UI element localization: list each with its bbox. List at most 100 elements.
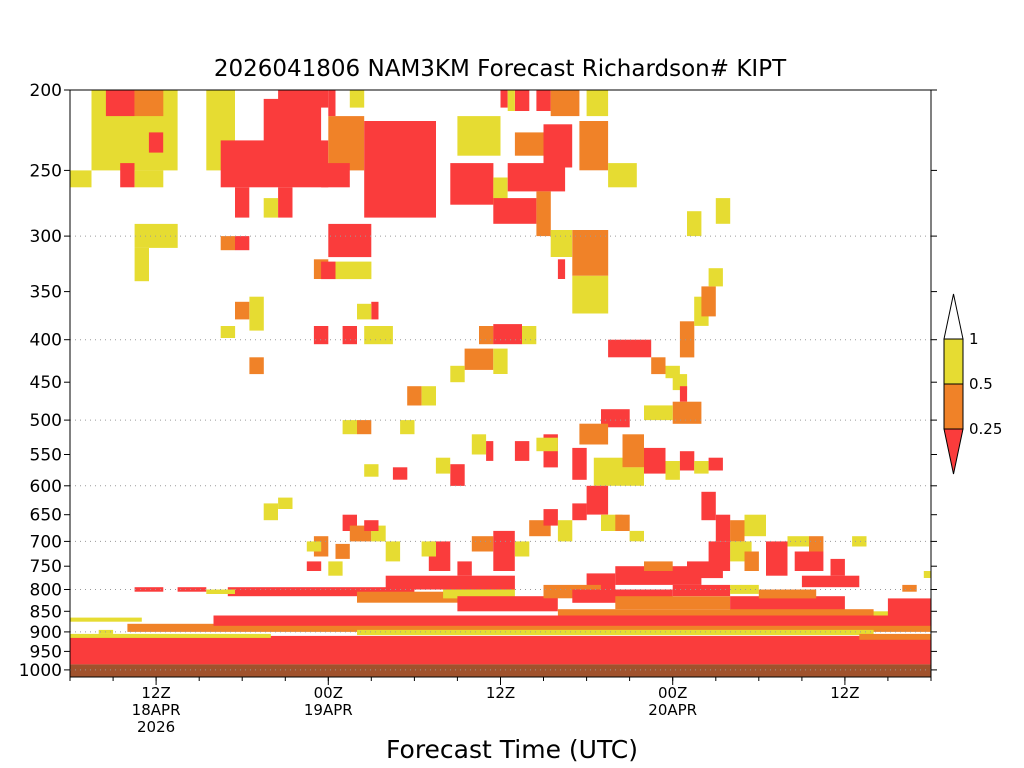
ri-cell-mid — [701, 286, 716, 317]
ri-cell-mid — [328, 116, 365, 171]
ri-cell-mid — [615, 596, 731, 610]
ri-cell-high — [550, 230, 573, 257]
ri-cell-low — [235, 236, 250, 251]
ri-cell-high — [357, 303, 372, 320]
ri-cell-low — [493, 198, 537, 224]
legend-boundary-label: 1 — [969, 330, 979, 348]
legend-boundary-label: 0.5 — [969, 375, 993, 393]
color-legend: 1 0.5 0.25 — [943, 293, 1002, 475]
ri-cell-high — [443, 589, 515, 599]
ri-cell-low — [328, 90, 336, 117]
ri-cell-high — [457, 116, 501, 156]
y-tick-label: 800 — [30, 581, 62, 601]
ri-cell-low — [148, 132, 164, 153]
ri-cell-high — [220, 326, 236, 338]
ri-cell-high — [629, 530, 644, 542]
ri-cell-high — [349, 90, 365, 108]
ri-cell-low — [227, 587, 415, 597]
ri-cell-high — [586, 90, 609, 117]
ri-cell-high — [572, 275, 609, 314]
ri-cell-high — [421, 386, 436, 406]
ground-fill — [70, 664, 931, 677]
ri-cell-mid — [249, 357, 264, 375]
ri-cell-high — [70, 633, 271, 638]
ri-cell-low — [493, 530, 515, 571]
ri-cell-low — [457, 561, 472, 576]
ri-cell-high — [400, 420, 415, 435]
ri-cell-high — [715, 198, 731, 224]
ri-cell-low — [543, 509, 558, 526]
chart-title: 2026041806 NAM3KM Forecast Richardson# K… — [214, 56, 787, 82]
ri-cell-mid — [615, 514, 630, 531]
ri-cell-high — [335, 261, 372, 280]
ri-cell-low — [601, 409, 630, 428]
ri-cell-low — [557, 259, 566, 279]
legend-bin-high — [943, 338, 964, 385]
ri-cell-low — [450, 464, 465, 486]
ri-cell-mid — [335, 543, 350, 559]
ri-cell-mid — [464, 348, 494, 370]
y-tick-label: 550 — [30, 446, 62, 466]
ri-cell-high — [206, 589, 235, 594]
y-tick-label: 400 — [30, 331, 62, 351]
ri-cell-high — [435, 457, 451, 474]
ri-cell-high — [507, 90, 515, 111]
ri-cell-mid — [550, 90, 580, 117]
ri-cell-mid — [479, 326, 494, 345]
ri-cell-low — [701, 491, 716, 521]
ri-cell-high — [342, 420, 357, 435]
ri-cell-high — [421, 541, 436, 557]
ri-cell-low — [385, 575, 515, 590]
ri-cell-high — [608, 163, 637, 188]
ri-cell-mid — [622, 434, 644, 468]
y-tick-label: 300 — [30, 227, 62, 247]
ri-cell-low — [586, 485, 609, 515]
ri-cell-low — [644, 447, 666, 474]
y-tick-label: 200 — [30, 81, 62, 101]
ri-cell-low — [572, 503, 587, 521]
ri-cell-high — [536, 437, 558, 452]
ri-cell-low — [177, 587, 207, 592]
ri-cell-low — [450, 163, 494, 205]
ri-cell-high — [471, 434, 487, 455]
legend-boundary-label: 0.25 — [969, 420, 1002, 438]
x-tick-label: 00Z — [314, 684, 343, 702]
ri-cell-high — [493, 177, 508, 205]
ri-cell-high — [493, 348, 508, 374]
ri-cell-low — [887, 598, 931, 616]
y-tick-label: 950 — [30, 642, 62, 662]
ri-cell-low — [801, 575, 860, 588]
ri-cell-high — [278, 497, 293, 509]
ri-cell-low — [486, 441, 494, 461]
ri-cell-mid — [557, 609, 874, 616]
ri-cell-low — [715, 514, 731, 542]
ri-cell-mid — [536, 191, 551, 237]
ri-cell-low — [672, 584, 731, 597]
y-tick-label: 900 — [30, 623, 62, 643]
ri-cell-high — [263, 198, 278, 218]
ri-cell-high — [593, 457, 623, 486]
y-tick-label: 350 — [30, 283, 62, 303]
ri-cell-high — [730, 584, 759, 594]
ri-cell-mid — [134, 90, 164, 117]
ri-cell-mid — [672, 401, 702, 424]
ri-cell-mid — [235, 301, 250, 320]
ri-cell-low — [321, 163, 350, 188]
ri-cell-low — [679, 386, 688, 402]
ri-cell-mid — [357, 420, 372, 435]
ri-cell-low — [572, 447, 587, 480]
ri-cell-high — [450, 365, 465, 383]
x-tick-label: 20APR — [648, 701, 697, 719]
ri-cell-mid — [471, 536, 494, 552]
x-tick-label: 00Z — [658, 684, 687, 702]
ri-cell-mid — [579, 121, 609, 171]
y-tick-label: 1000 — [19, 661, 62, 681]
legend-bin-top — [943, 293, 964, 340]
x-axis-label: Forecast Time (UTC) — [386, 735, 638, 764]
ri-cell-low — [794, 551, 824, 571]
ri-cell-mid — [730, 520, 745, 542]
ri-cell-low — [371, 301, 379, 320]
y-tick-label: 700 — [30, 532, 62, 552]
